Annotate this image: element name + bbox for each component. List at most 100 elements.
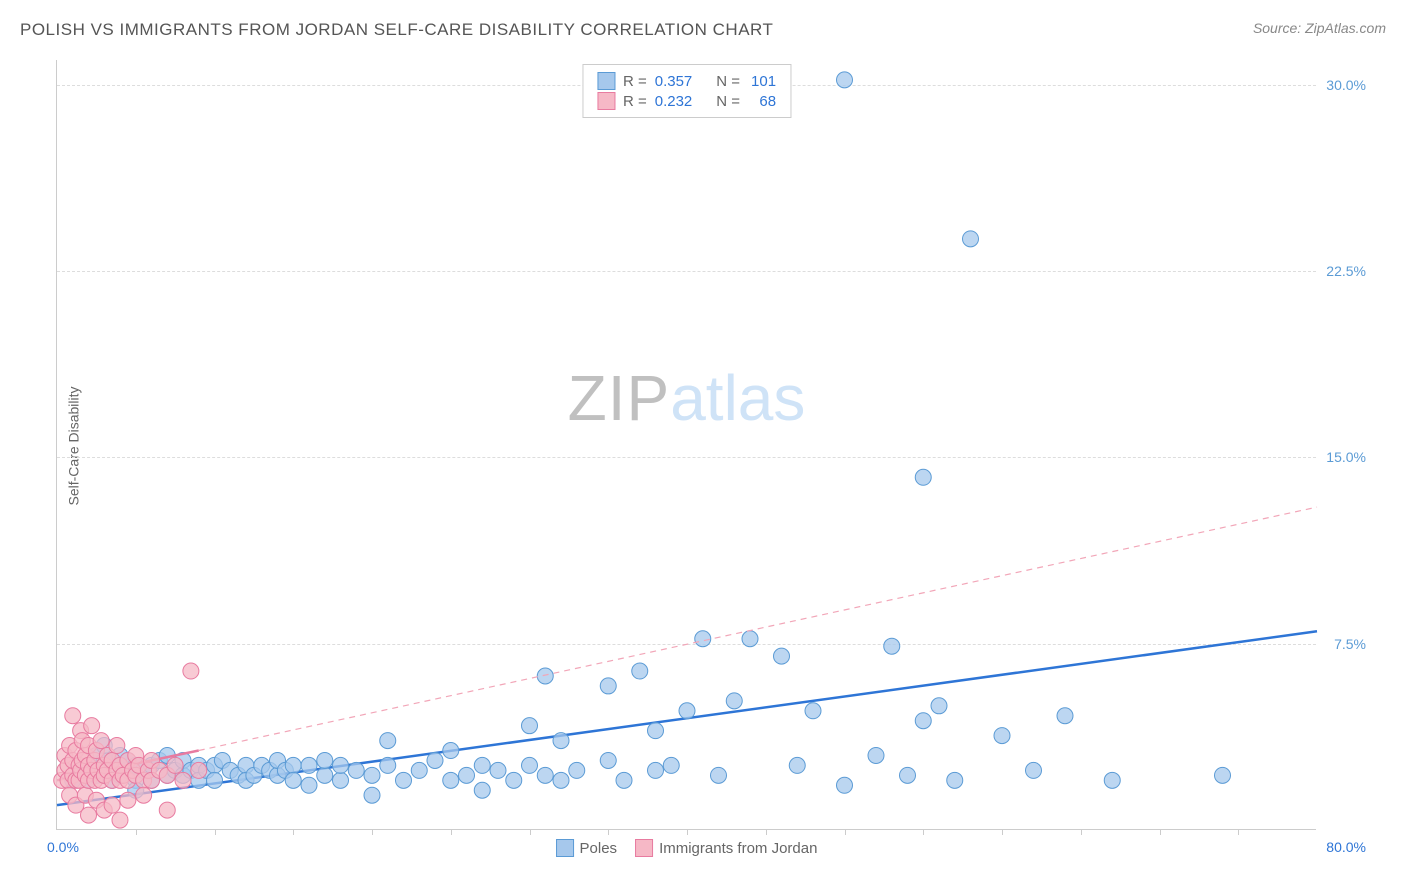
stat-n-label: N =	[716, 93, 740, 110]
data-point-poles	[868, 747, 884, 763]
legend-item-poles: Poles	[556, 839, 618, 857]
x-tick	[1081, 829, 1082, 835]
data-point-jordan	[183, 663, 199, 679]
y-tick-label: 15.0%	[1316, 449, 1366, 465]
data-point-poles	[396, 772, 412, 788]
data-point-poles	[285, 757, 301, 773]
data-point-poles	[474, 757, 490, 773]
data-point-poles	[1215, 767, 1231, 783]
data-point-poles	[931, 698, 947, 714]
data-point-poles	[915, 713, 931, 729]
x-tick	[1238, 829, 1239, 835]
data-point-poles	[522, 757, 538, 773]
legend-swatch-jordan	[635, 839, 653, 857]
plot: ZIPatlas R =0.357N =101R =0.232N =68 0.0…	[56, 60, 1316, 830]
legend-label-jordan: Immigrants from Jordan	[659, 840, 817, 857]
chart-area: ZIPatlas R =0.357N =101R =0.232N =68 0.0…	[56, 60, 1366, 830]
data-point-poles	[506, 772, 522, 788]
stat-n-value: 101	[748, 73, 776, 90]
x-tick	[136, 829, 137, 835]
swatch-jordan	[597, 92, 615, 110]
stat-n-label: N =	[716, 73, 740, 90]
data-point-poles	[963, 231, 979, 247]
data-point-poles	[301, 757, 317, 773]
data-point-poles	[474, 782, 490, 798]
data-point-poles	[459, 767, 475, 783]
legend-label-poles: Poles	[580, 840, 618, 857]
data-point-poles	[553, 772, 569, 788]
data-point-poles	[364, 787, 380, 803]
data-point-poles	[679, 703, 695, 719]
data-point-jordan	[191, 762, 207, 778]
data-point-poles	[427, 752, 443, 768]
data-point-poles	[443, 743, 459, 759]
data-point-poles	[994, 728, 1010, 744]
data-point-jordan	[175, 772, 191, 788]
stats-row-jordan: R = 0.232 N = 68	[597, 91, 776, 111]
data-point-poles	[774, 648, 790, 664]
stats-row-poles: R =0.357N =101	[597, 71, 776, 91]
data-point-poles	[648, 762, 664, 778]
data-point-jordan	[65, 708, 81, 724]
data-point-jordan	[120, 792, 136, 808]
data-point-poles	[348, 762, 364, 778]
data-point-poles	[711, 767, 727, 783]
x-max-label: 80.0%	[1326, 839, 1366, 855]
data-point-jordan	[109, 738, 125, 754]
data-point-poles	[380, 757, 396, 773]
data-point-poles	[553, 733, 569, 749]
data-point-poles	[789, 757, 805, 773]
x-tick	[293, 829, 294, 835]
stat-r-label: R =	[623, 93, 647, 110]
data-point-poles	[837, 72, 853, 88]
data-point-poles	[616, 772, 632, 788]
data-point-poles	[537, 767, 553, 783]
data-point-poles	[317, 752, 333, 768]
data-point-poles	[207, 772, 223, 788]
data-point-jordan	[112, 812, 128, 828]
data-point-poles	[915, 469, 931, 485]
data-point-poles	[837, 777, 853, 793]
x-tick	[766, 829, 767, 835]
source-attribution: Source: ZipAtlas.com	[1253, 20, 1386, 36]
stats-legend: R = 0.357 N = 101R = 0.232 N = 68	[582, 64, 791, 118]
data-point-jordan	[136, 787, 152, 803]
swatch-poles	[597, 72, 615, 90]
data-point-poles	[632, 663, 648, 679]
data-point-poles	[380, 733, 396, 749]
data-point-poles	[600, 678, 616, 694]
data-point-poles	[695, 631, 711, 647]
data-point-poles	[522, 718, 538, 734]
data-point-poles	[333, 772, 349, 788]
stat-r-value: 0.232	[655, 93, 693, 110]
data-point-poles	[900, 767, 916, 783]
series-legend: Poles Immigrants from Jordan	[556, 839, 818, 857]
data-point-poles	[317, 767, 333, 783]
data-point-poles	[1026, 762, 1042, 778]
data-point-poles	[537, 668, 553, 684]
stat-r-value: 0.357	[655, 73, 693, 90]
data-point-poles	[333, 757, 349, 773]
data-point-jordan	[81, 807, 97, 823]
data-point-jordan	[104, 797, 120, 813]
x-tick	[687, 829, 688, 835]
y-tick-label: 22.5%	[1316, 263, 1366, 279]
data-point-poles	[663, 757, 679, 773]
x-tick	[1002, 829, 1003, 835]
data-point-poles	[600, 752, 616, 768]
y-tick-label: 7.5%	[1316, 636, 1366, 652]
x-tick	[372, 829, 373, 835]
data-point-poles	[569, 762, 585, 778]
data-point-poles	[301, 777, 317, 793]
data-point-poles	[443, 772, 459, 788]
data-point-poles	[648, 723, 664, 739]
data-point-jordan	[93, 733, 109, 749]
legend-swatch-poles	[556, 839, 574, 857]
trend-line-jordan	[199, 507, 1317, 750]
x-tick	[451, 829, 452, 835]
data-point-poles	[947, 772, 963, 788]
x-tick	[923, 829, 924, 835]
data-point-jordan	[84, 718, 100, 734]
data-point-jordan	[167, 757, 183, 773]
stat-n-value: 68	[748, 93, 776, 110]
